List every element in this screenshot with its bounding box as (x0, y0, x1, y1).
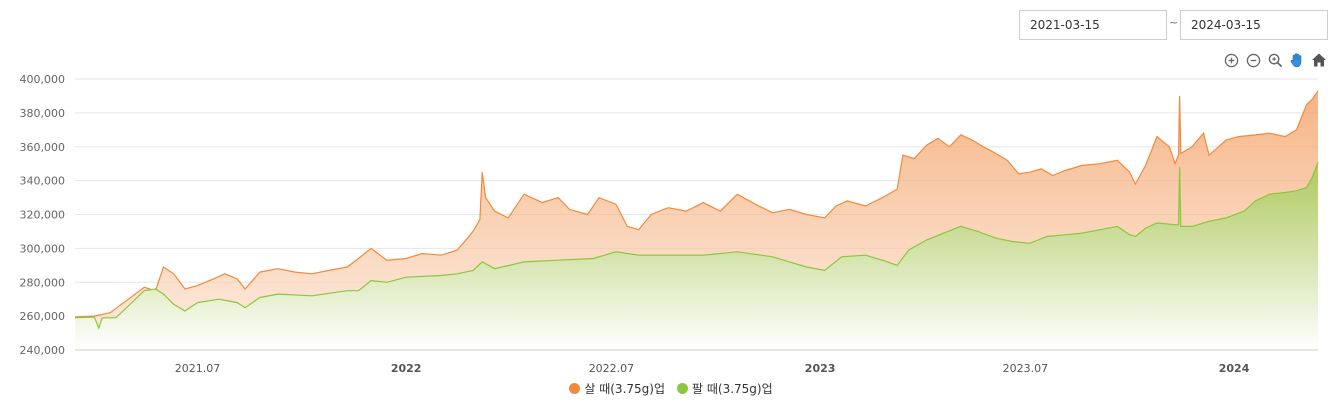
home-icon[interactable] (1310, 51, 1328, 69)
x-tick-label: 2023.07 (1003, 362, 1049, 375)
chart-legend: 살 때(3.75g)업 팔 때(3.75g)업 (0, 380, 1342, 397)
chart-toolbar (1222, 51, 1328, 69)
series-area-1 (75, 162, 1318, 350)
legend-swatch-sell (677, 383, 688, 394)
series-line-1 (74, 161, 1319, 330)
x-tick-label: 2022.07 (589, 362, 635, 375)
start-date-input[interactable]: 2021-03-15 (1019, 10, 1167, 40)
y-tick-label: 340,000 (20, 175, 66, 188)
legend-item-buy[interactable]: 살 때(3.75g)업 (569, 380, 665, 397)
x-tick-label: 2022 (391, 362, 422, 375)
y-tick-label: 260,000 (20, 310, 66, 323)
y-tick-label: 320,000 (20, 209, 66, 222)
y-tick-label: 300,000 (20, 242, 66, 255)
x-axis: 2021.07 2022 2022.07 2023 2023.07 2024 (175, 362, 1250, 375)
y-tick-label: 360,000 (20, 141, 66, 154)
legend-item-sell[interactable]: 팔 때(3.75g)업 (677, 380, 773, 397)
y-tick-label: 380,000 (20, 107, 66, 120)
y-tick-label: 400,000 (20, 73, 66, 86)
legend-swatch-buy (569, 383, 581, 394)
series-layer (74, 90, 1319, 351)
end-date-input[interactable]: 2024-03-15 (1180, 10, 1328, 40)
y-tick-label: 280,000 (20, 276, 66, 289)
zoom-in-icon[interactable] (1222, 51, 1240, 69)
x-tick-label: 2021.07 (175, 362, 221, 375)
x-tick-label: 2024 (1219, 362, 1250, 375)
date-range-separator: ~ (1169, 16, 1179, 29)
y-axis: 240,000 260,000 280,000 300,000 320,000 340,0… (20, 73, 66, 357)
zoom-out-icon[interactable] (1244, 51, 1262, 69)
magnify-icon[interactable] (1266, 51, 1284, 69)
pan-hand-icon[interactable] (1288, 51, 1306, 69)
x-tick-label: 2023 (805, 362, 836, 375)
legend-label-sell: 팔 때(3.75g)업 (692, 382, 773, 396)
y-tick-label: 240,000 (20, 344, 66, 357)
legend-label-buy: 살 때(3.75g)업 (584, 382, 665, 396)
series-line-0 (74, 90, 1319, 318)
